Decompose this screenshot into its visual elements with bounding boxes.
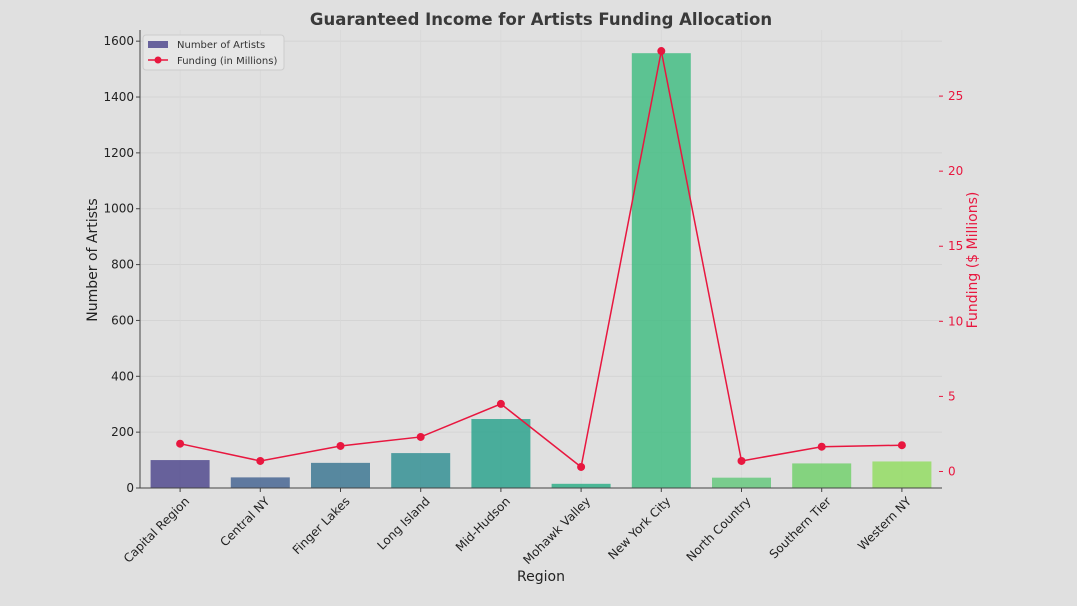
funding-point: [496, 399, 505, 408]
y-tick-label: 800: [111, 258, 134, 272]
y2-axis-label: Funding ($ Millions): [965, 192, 981, 329]
bar: [551, 483, 611, 488]
x-axis-label: Region: [517, 569, 565, 585]
x-tick-label: Finger Lakes: [290, 494, 353, 557]
y2-tick-label: 15: [948, 239, 963, 253]
bar: [311, 462, 370, 488]
x-tick-label: Western NY: [855, 494, 914, 553]
bar: [631, 53, 691, 489]
y-tick-label: 1400: [103, 90, 134, 104]
funding-point: [416, 432, 425, 441]
legend-box: [142, 34, 285, 71]
x-tick-label: New York City: [605, 494, 673, 562]
funding-point: [897, 441, 906, 450]
legend-bar-label: Number of Artists: [177, 40, 265, 51]
x-tick-label: Southern Tier: [767, 494, 834, 561]
legend-line-marker: [154, 56, 162, 64]
y-tick-label: 200: [111, 425, 134, 439]
axes: [139, 30, 942, 489]
funding-line: [176, 47, 906, 471]
bar: [471, 419, 531, 488]
funding-point: [577, 462, 586, 471]
bars: [150, 53, 932, 489]
grid: [140, 30, 942, 489]
funding-point: [256, 456, 265, 465]
x-tick-label: Long Island: [374, 494, 432, 552]
y-axis-label: Number of Artists: [85, 198, 101, 321]
x-tick-label: Capital Region: [121, 494, 192, 565]
y-tick-label: 400: [111, 369, 134, 383]
y2-tick-label: 0: [948, 464, 956, 478]
bar: [391, 453, 451, 488]
y2-tick-label: 25: [948, 89, 963, 103]
bar: [712, 477, 771, 488]
x-tick-label: North Country: [684, 494, 754, 564]
chart-title: Guaranteed Income for Artists Funding Al…: [310, 10, 772, 29]
x-tick-label: Mohawk Valley: [520, 494, 593, 567]
x-tick-label: Mid-Hudson: [453, 494, 513, 554]
y-tick-label: 1600: [103, 34, 134, 48]
y-tick-label: 1200: [103, 146, 134, 160]
funding-point: [737, 456, 746, 465]
y-tick-label: 1000: [103, 202, 134, 216]
y-tick-label: 600: [111, 313, 134, 327]
funding-point: [336, 441, 345, 450]
x-tick-label: Central NY: [217, 494, 272, 549]
legend: Number of Artists Funding (in Millions): [142, 34, 285, 71]
funding-point: [817, 442, 826, 451]
funding-line-path: [179, 50, 902, 469]
bar: [230, 477, 290, 488]
y2-tick-label: 20: [948, 164, 963, 178]
y-tick-label: 0: [126, 481, 134, 495]
y2-tick-label: 10: [948, 314, 963, 328]
bar: [150, 460, 210, 488]
y2-tick-label: 5: [948, 389, 956, 403]
bar: [872, 461, 932, 488]
funding-point: [657, 47, 666, 56]
funding-point: [176, 439, 185, 448]
bar: [792, 463, 852, 488]
legend-line-label: Funding (in Millions): [177, 56, 277, 67]
legend-bar-swatch: [148, 41, 168, 48]
